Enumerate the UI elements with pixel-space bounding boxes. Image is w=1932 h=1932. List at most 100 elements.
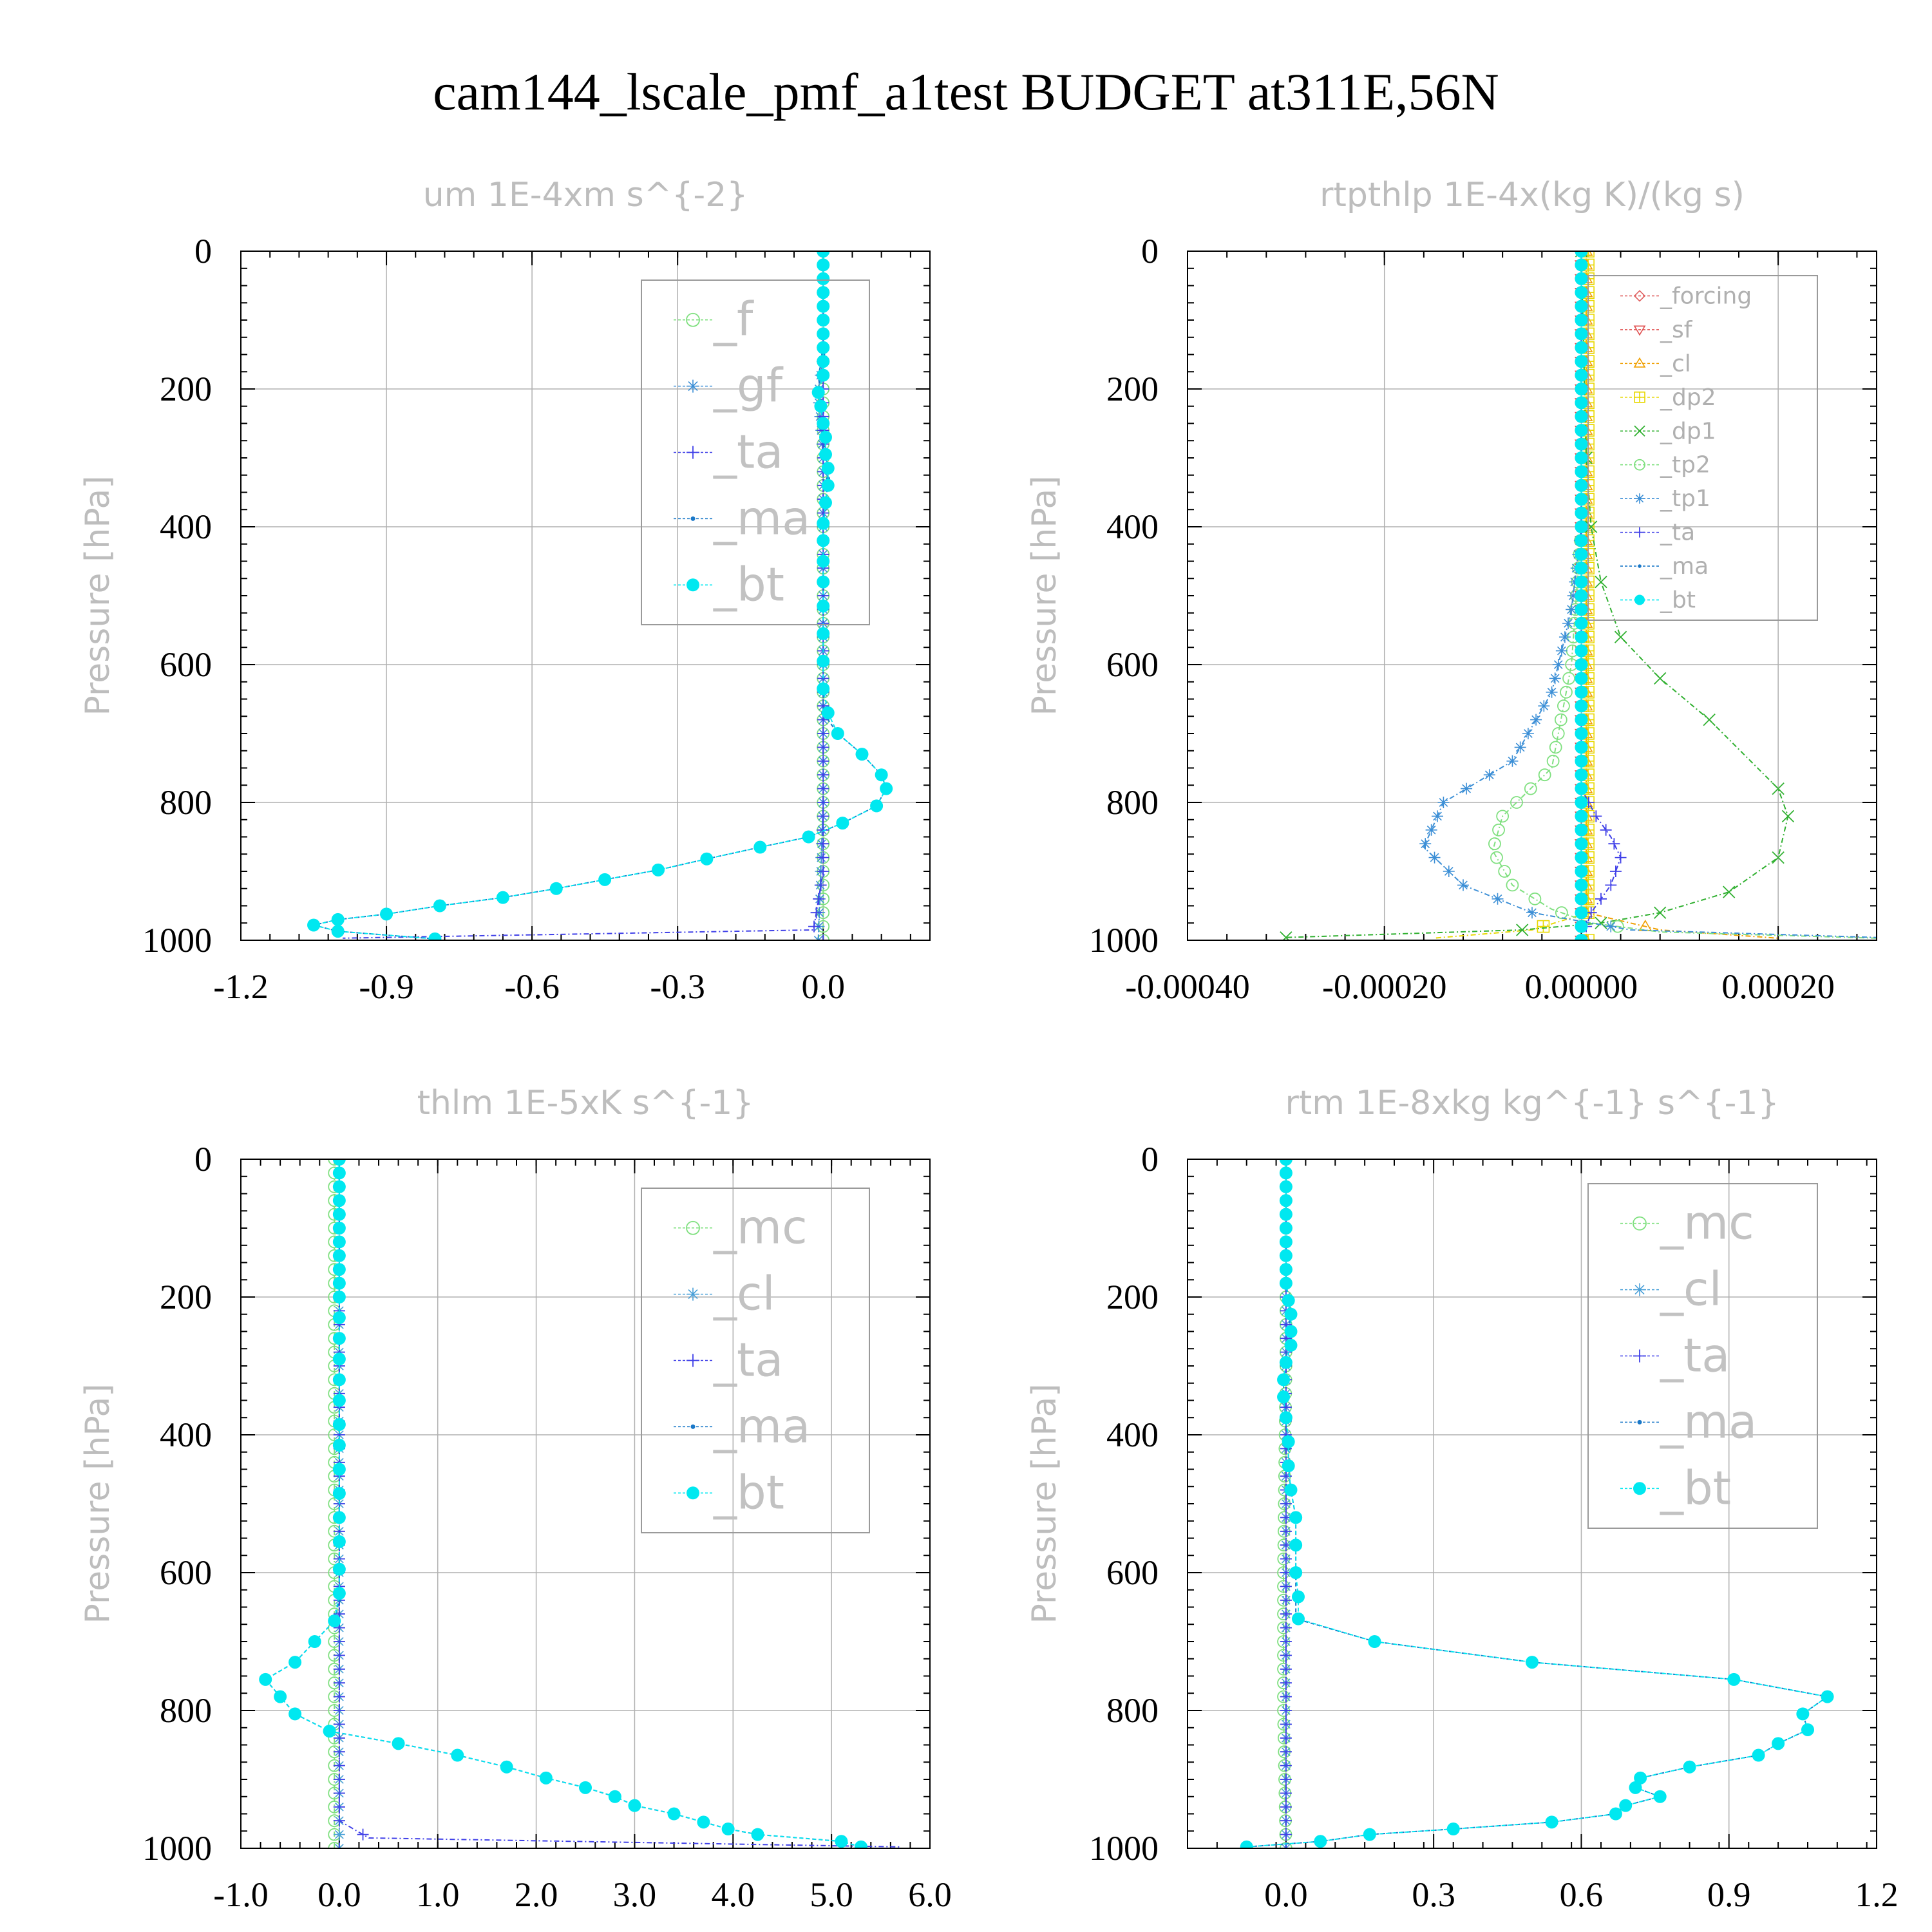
series-ma	[1244, 1159, 1830, 1848]
legend-label-mc: _mc	[1660, 1196, 1754, 1250]
data-point-bt	[1575, 520, 1588, 533]
data-point-bt	[1575, 272, 1588, 285]
y-tick-label: 800	[160, 1691, 212, 1730]
data-point-bt	[1821, 1690, 1834, 1703]
data-point-ta	[817, 782, 829, 795]
plot-frame	[1187, 251, 1877, 941]
data-point-bt	[332, 1263, 346, 1276]
data-point-bt	[817, 575, 830, 589]
data-point-tp2	[1524, 782, 1537, 795]
y-tick-label: 600	[1106, 1553, 1159, 1592]
data-point-bt	[332, 1332, 346, 1345]
data-point-ta	[813, 893, 825, 905]
legend-label-forcing: _forcing	[1660, 283, 1752, 309]
data-point-ta	[817, 755, 829, 767]
data-point-bt	[1575, 658, 1588, 671]
data-point-bt	[549, 882, 563, 895]
legend-marker-ma	[690, 1424, 696, 1429]
data-point-bt	[1629, 1781, 1642, 1794]
data-point-bt	[1575, 589, 1588, 602]
legend-label-cl_o: _cl	[1660, 350, 1691, 377]
data-point-ta	[1609, 866, 1622, 877]
data-point-tp1	[1566, 603, 1578, 616]
data-point-dp1	[1772, 851, 1785, 864]
data-point-bt	[751, 1828, 764, 1841]
data-point-ta	[1280, 1594, 1292, 1606]
data-point-ta	[1280, 1718, 1292, 1730]
data-point-bt	[332, 1249, 346, 1262]
data-point-bt	[1575, 810, 1588, 823]
panel-4: rtm 1E-8xkg kg^{-1} s^{-1} Pressure [hPa]…	[1025, 1084, 1899, 1914]
data-point-bt	[870, 799, 884, 813]
data-point-tp2	[1492, 823, 1505, 837]
data-point-bt	[1575, 892, 1588, 905]
panels: um 1E-4xm s^{-2} Pressure [hPa] 0 200 400 600…	[79, 176, 1899, 1914]
data-point-ta	[1280, 1774, 1292, 1785]
data-point-bt	[608, 1790, 621, 1803]
data-point-bt	[1279, 1194, 1293, 1208]
data-point-ta	[333, 1636, 345, 1647]
data-point-bt	[817, 600, 830, 613]
data-point-bt	[817, 417, 830, 430]
data-point-ta	[333, 1774, 345, 1785]
data-point-bt	[332, 1463, 346, 1476]
data-point-bt	[1575, 603, 1588, 616]
data-point-tp1	[1522, 728, 1534, 739]
data-point-tp2	[1498, 865, 1511, 878]
data-point-bt	[1727, 1672, 1741, 1686]
data-point-dp1	[1723, 886, 1736, 898]
x-tick-label: 1.2	[1855, 1875, 1899, 1914]
data-point-bt	[1575, 782, 1588, 795]
data-point-bt	[817, 534, 830, 547]
x-tick-label: 0.00020	[1721, 967, 1835, 1006]
data-point-bt	[380, 907, 393, 921]
data-point-bt	[433, 899, 446, 913]
legend-box	[1587, 1183, 1818, 1529]
legend-marker-ma	[690, 516, 696, 521]
legend-marker-dp1	[1634, 425, 1645, 437]
data-point-tp2	[1488, 837, 1501, 851]
data-point-ta	[333, 1815, 345, 1827]
panel-title: thlm 1E-5xK s^{-1}	[417, 1084, 754, 1122]
data-point-bt	[652, 863, 665, 876]
plot-area	[259, 1159, 901, 1848]
data-point-ta	[1590, 810, 1602, 822]
data-point-ta	[1615, 851, 1627, 864]
data-point-bt	[1575, 383, 1588, 395]
data-point-dp1	[1654, 672, 1667, 685]
series-dp1	[1280, 251, 1795, 940]
legend-label-bt: _bt	[713, 1465, 784, 1519]
y-axis-label: Pressure [hPa]	[1025, 476, 1064, 716]
data-point-bt	[598, 873, 612, 886]
y-tick-label: 0	[1141, 232, 1159, 270]
data-point-ta	[1280, 1828, 1292, 1841]
legend-marker-ma	[1637, 1419, 1642, 1425]
legend-marker-f	[686, 312, 700, 327]
data-point-bt	[289, 1656, 302, 1669]
data-point-bt	[332, 1208, 346, 1221]
data-point-bt	[332, 1291, 346, 1303]
series-line-cl_o	[1586, 251, 1779, 939]
data-point-ta	[1280, 1815, 1292, 1827]
data-point-bt	[811, 386, 825, 399]
data-point-bt	[1279, 1222, 1293, 1235]
data-point-ta	[333, 1801, 345, 1813]
data-point-ta	[1280, 1636, 1292, 1647]
y-tick-label: 400	[160, 507, 212, 546]
series-ma	[311, 251, 889, 940]
data-point-bt	[332, 1276, 346, 1290]
figure-title: cam144_lscale_pmf_a1test BUDGET at311E,5…	[433, 62, 1499, 121]
data-point-bt	[1277, 1390, 1291, 1404]
legend-marker-ma	[1638, 564, 1642, 568]
series-line-ta	[1580, 251, 1622, 940]
data-point-dp1	[1703, 713, 1716, 726]
legend-marker-tp2	[1634, 459, 1645, 471]
data-point-tp1	[1461, 782, 1473, 795]
panel-title: um 1E-4xm s^{-2}	[423, 176, 748, 214]
legend-box	[641, 279, 870, 625]
data-point-bt	[817, 341, 830, 354]
data-point-ta	[1280, 1525, 1292, 1537]
legend-label-bt: _bt	[1660, 587, 1696, 614]
data-point-ta	[333, 1732, 345, 1744]
data-point-bt	[880, 782, 893, 795]
